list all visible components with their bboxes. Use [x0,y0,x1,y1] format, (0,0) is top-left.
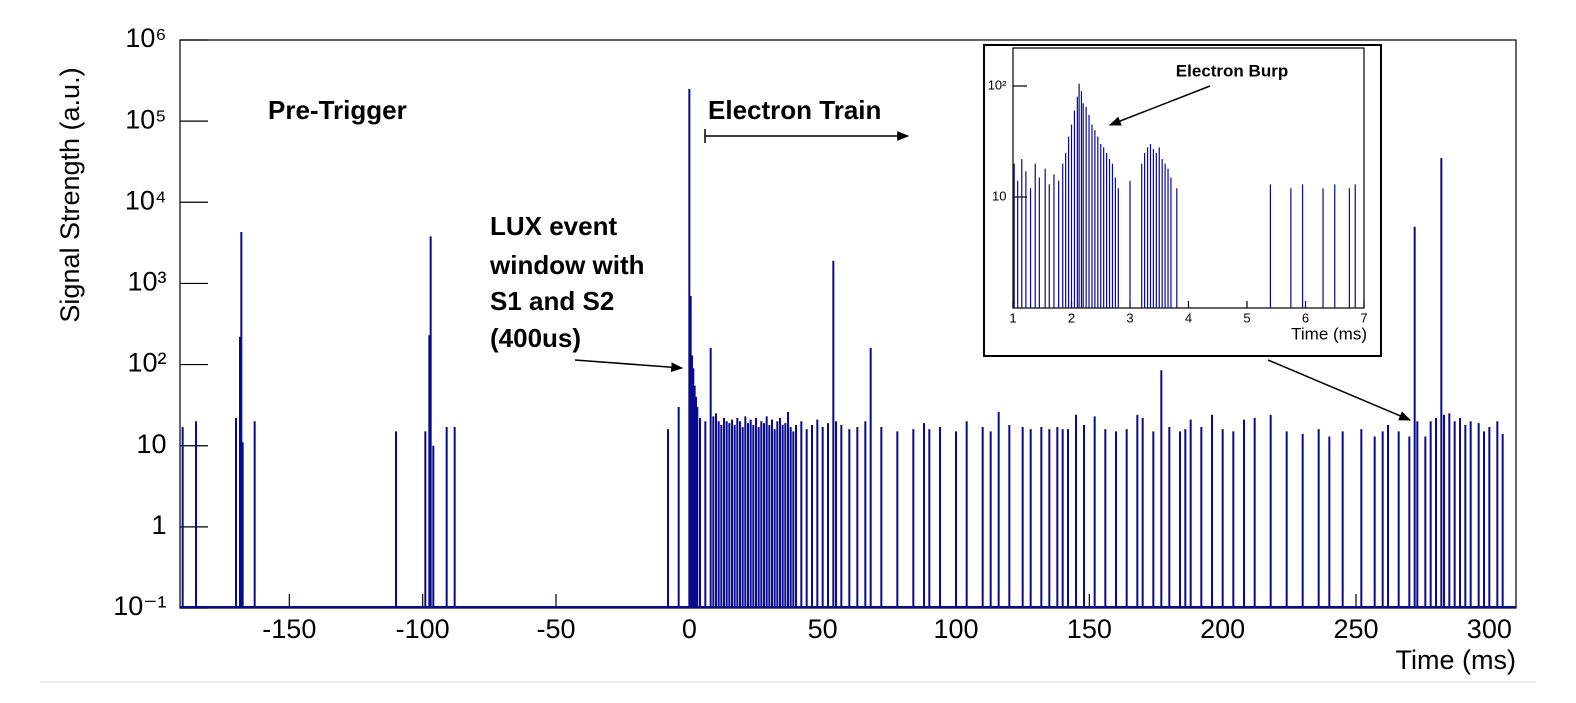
y-tick-label: 1 [151,510,166,540]
arrow [1108,85,1211,126]
y-tick-label: 10⁶ [125,23,166,53]
y-tick-label: 10 [136,429,166,459]
x-tick-label: 1 [1009,310,1016,325]
x-axis-label: Time (ms) [1291,324,1367,343]
annotation: (400us) [490,323,581,353]
arrow [574,359,684,372]
y-tick-label: 10³ [127,267,166,297]
x-tick-label: 3 [1126,310,1133,325]
x-tick-label: -150 [262,614,316,644]
annotation: window with [489,250,645,280]
x-tick-label: 2 [1068,310,1075,325]
x-axis-label: Time (ms) [1396,645,1516,675]
x-tick-label: 50 [808,614,838,644]
x-tick-label: 250 [1333,614,1378,644]
x-tick-label: -50 [536,614,575,644]
x-tick-label: 300 [1467,614,1512,644]
x-tick-label: -100 [396,614,450,644]
y-tick-label: 10⁵ [125,104,166,134]
x-tick-label: 0 [682,614,697,644]
x-tick-label: 6 [1302,310,1309,325]
y-tick-label: 10 [992,188,1006,203]
y-tick-label: 10⁻¹ [113,591,166,621]
x-tick-label: 4 [1185,310,1192,325]
x-tick-label: 100 [933,614,978,644]
y-axis-label: Signal Strength (a.u.) [55,67,85,322]
y-tick-label: 10⁴ [125,185,167,215]
annotation: S1 and S2 [490,286,614,316]
arrow [1267,359,1412,421]
annotation: Electron Train [708,95,881,125]
annotation: LUX event [490,211,617,241]
inset-frame [983,44,1382,357]
annotation: Pre-Trigger [268,95,407,125]
annotation: Electron Burp [1176,61,1288,80]
x-tick-label: 7 [1360,310,1367,325]
x-tick-label: 5 [1243,310,1250,325]
y-tick-label: 10² [988,77,1007,92]
y-tick-label: 10² [127,348,166,378]
x-tick-label: 150 [1067,614,1112,644]
x-tick-label: 200 [1200,614,1245,644]
